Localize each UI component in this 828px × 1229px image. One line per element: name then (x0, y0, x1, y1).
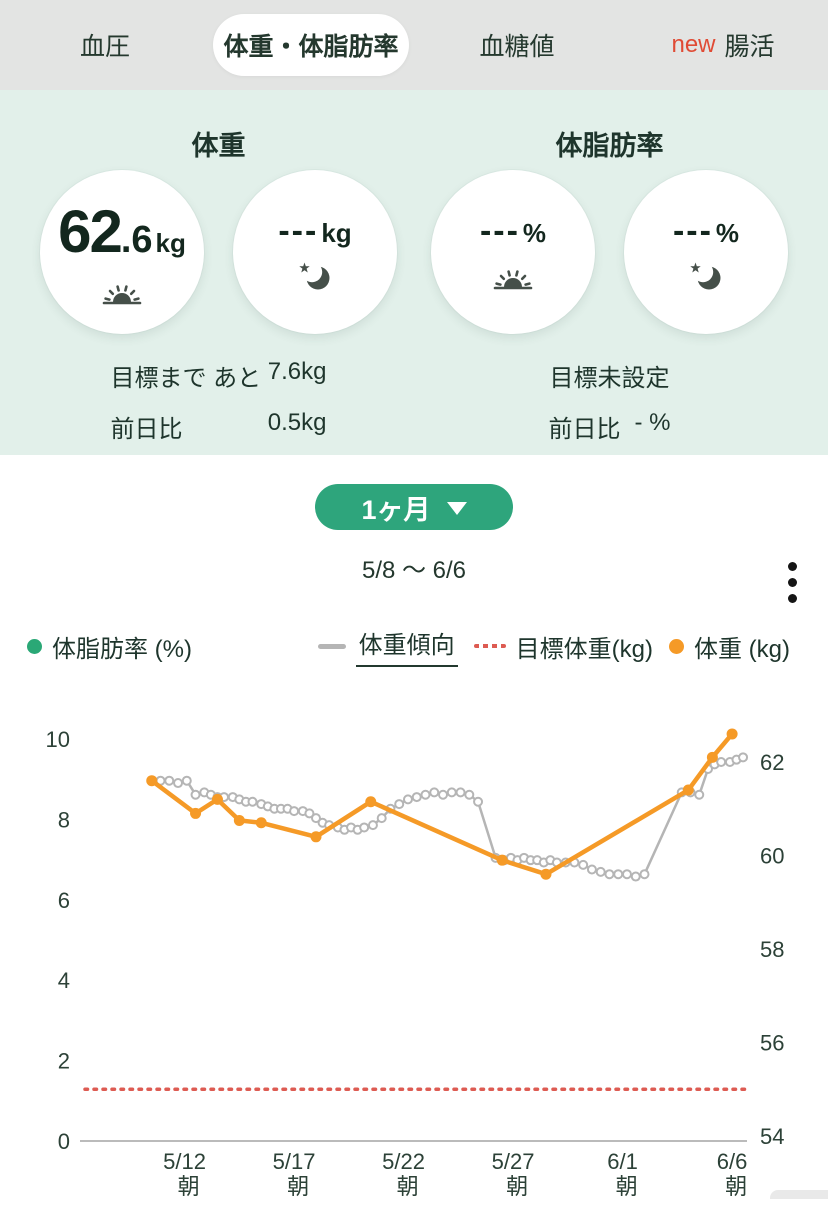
svg-text:5/17: 5/17 (273, 1149, 316, 1174)
weight-diff-line: 前日比 0.5kg (111, 409, 327, 444)
svg-text:6/1: 6/1 (607, 1149, 638, 1174)
svg-text:62: 62 (760, 750, 784, 775)
tab-label: 体重・体脂肪率 (223, 33, 399, 61)
legend-trend[interactable]: 体重傾向 (317, 625, 458, 667)
legend-weight-label: 体重 (kg) (694, 635, 790, 663)
svg-text:0: 0 (58, 1129, 70, 1154)
svg-text:2: 2 (58, 1049, 70, 1074)
tab-label: 血糖値 (479, 33, 555, 61)
bodyfat-title: 体脂肪率 (555, 131, 664, 161)
legend-weight: 体重 (kg) (669, 629, 790, 664)
tab-weight-bodyfat[interactable]: 体重・体脂肪率 (213, 14, 409, 76)
sunrise-icon (491, 259, 535, 293)
new-badge: new (671, 31, 716, 58)
scroll-indicator (770, 1190, 828, 1199)
svg-text:6/6: 6/6 (717, 1149, 748, 1174)
bodyfat-goal-line: 目標未設定 (502, 358, 718, 393)
weight-goal-value: 7.6kg (267, 358, 327, 385)
weight-diff-value: 0.5kg (267, 409, 327, 436)
weight-goal-label: 目標まで あと (110, 365, 262, 392)
bodyfat-morning-value: ---% (479, 211, 547, 250)
svg-text:58: 58 (760, 937, 784, 962)
bodyfat-group: 体脂肪率 ---% (431, 124, 788, 455)
weight-stats: 目標まで あと 7.6kg 前日比 0.5kg (111, 358, 327, 460)
legend-bodyfat: 体脂肪率 (%) (27, 629, 192, 664)
moon-icon (297, 259, 333, 293)
period-label: 1ヶ月 (361, 494, 431, 525)
bodyfat-diff-label: 前日比 (548, 416, 621, 443)
weight-diff-label: 前日比 (110, 416, 183, 443)
tab-blood-sugar[interactable]: 血糖値 (419, 14, 615, 76)
svg-text:朝: 朝 (397, 1174, 419, 1199)
svg-text:10: 10 (46, 727, 70, 752)
chart-legend: 体脂肪率 (%) 体重傾向 目標体重(kg) 体重 (kg) (0, 625, 828, 667)
weight-goal-line: 目標まで あと 7.6kg (111, 358, 327, 393)
date-range: 5/8 〜 6/6 (361, 557, 467, 584)
weight-morning-value: 62.6 kg (58, 197, 186, 265)
chevron-down-icon (446, 502, 467, 515)
tab-label: 血圧 (79, 33, 130, 61)
svg-text:朝: 朝 (287, 1174, 309, 1199)
weight-group: 体重 62.6 kg (40, 124, 397, 455)
target-dotted-line-icon (473, 643, 506, 649)
period-controls: 1ヶ月 5/8 〜 6/6 (0, 484, 828, 604)
tab-blood-pressure[interactable]: 血圧 (7, 14, 203, 76)
legend-target: 目標体重(kg) (473, 629, 653, 664)
svg-text:朝: 朝 (616, 1174, 638, 1199)
bodyfat-evening-circle[interactable]: ---% (624, 170, 788, 334)
svg-text:60: 60 (760, 844, 784, 869)
svg-text:5/22: 5/22 (382, 1149, 425, 1174)
svg-text:8: 8 (58, 807, 70, 832)
weight-dot-icon (669, 638, 684, 654)
svg-text:朝: 朝 (725, 1174, 747, 1199)
weight-chart[interactable]: 024681054565860625/12朝5/17朝5/22朝5/27朝6/1… (0, 689, 828, 1229)
legend-trend-label: 体重傾向 (355, 625, 458, 667)
svg-text:56: 56 (760, 1031, 784, 1056)
bodyfat-diff-line: 前日比 - % (502, 409, 718, 444)
weight-morning-circle[interactable]: 62.6 kg (40, 170, 204, 334)
top-tab-bar: 血圧 体重・体脂肪率 血糖値 new 腸活 (0, 0, 828, 90)
svg-text:朝: 朝 (178, 1174, 200, 1199)
tab-gut-health[interactable]: new 腸活 (625, 14, 821, 76)
bodyfat-morning-circle[interactable]: ---% (431, 170, 595, 334)
bodyfat-stats: 目標未設定 前日比 - % (502, 358, 718, 460)
weight-evening-value: --- kg (278, 211, 352, 250)
sunrise-icon (100, 274, 144, 308)
weight-title: 体重 (191, 131, 246, 161)
trend-line-icon (317, 643, 346, 649)
svg-text:5/27: 5/27 (492, 1149, 535, 1174)
period-selector-button[interactable]: 1ヶ月 (315, 484, 513, 530)
bodyfat-goal-text: 目標未設定 (549, 365, 670, 392)
bodyfat-evening-value: ---% (672, 211, 740, 250)
summary-panel: 体重 62.6 kg (0, 90, 828, 455)
bodyfat-diff-value: - % (634, 409, 671, 436)
legend-target-label: 目標体重(kg) (515, 635, 653, 663)
weight-evening-circle[interactable]: --- kg (233, 170, 397, 334)
svg-text:5/12: 5/12 (163, 1149, 206, 1174)
svg-text:朝: 朝 (506, 1174, 528, 1199)
svg-text:4: 4 (58, 968, 70, 993)
bodyfat-dot-icon (27, 638, 42, 654)
legend-bodyfat-label: 体脂肪率 (%) (52, 635, 192, 663)
kebab-menu-button[interactable] (788, 562, 797, 610)
svg-text:6: 6 (58, 888, 70, 913)
svg-text:54: 54 (760, 1124, 784, 1149)
tab-label: 腸活 (724, 33, 775, 61)
moon-icon (688, 259, 724, 293)
